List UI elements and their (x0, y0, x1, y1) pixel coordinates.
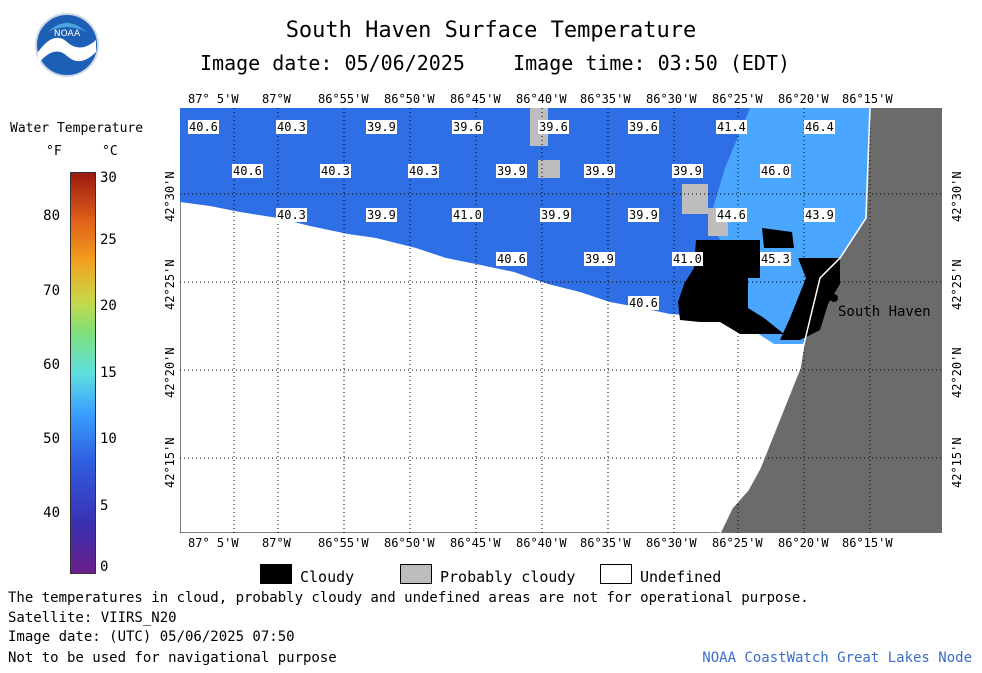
tick-f: 40 (43, 505, 60, 521)
temp-label: 39.9 (672, 164, 703, 178)
lat-label-right: 42°15'N (950, 437, 964, 488)
temp-label: 39.9 (540, 208, 571, 222)
credit-text: NOAA CoastWatch Great Lakes Node (702, 650, 972, 666)
temp-label: 39.6 (538, 120, 569, 134)
tick-c: 25 (100, 232, 117, 248)
temp-label: 39.9 (366, 120, 397, 134)
satellite-text: Satellite: VIIRS_N20 (8, 610, 177, 626)
land (720, 108, 942, 533)
image-time: Image time: 03:50 (EDT) (513, 51, 791, 75)
utc-date-text: Image date: (UTC) 05/06/2025 07:50 (8, 629, 295, 645)
image-date: Image date: 05/06/2025 (200, 51, 465, 75)
lon-label-bottom: 86°35'W (580, 536, 631, 550)
temp-label: 40.3 (276, 208, 307, 222)
lon-label-bottom: 87°W (262, 536, 291, 550)
disclaimer-text: The temperatures in cloud, probably clou… (8, 590, 809, 606)
lon-label-top: 86°15'W (842, 92, 893, 106)
tick-c: 20 (100, 298, 117, 314)
probably-cloudy-swatch (400, 564, 432, 584)
page-title: South Haven Surface Temperature (285, 18, 697, 43)
temp-label: 39.9 (366, 208, 397, 222)
lon-label-bottom: 86°40'W (516, 536, 567, 550)
lon-label-bottom: 86°50'W (384, 536, 435, 550)
lat-label-left: 42°30'N (163, 171, 177, 222)
tick-c: 15 (100, 365, 117, 381)
cloudy-swatch (260, 564, 292, 584)
temp-label: 40.6 (628, 296, 659, 310)
temperature-colorbar (70, 172, 96, 574)
lon-label-bottom: 86°55'W (318, 536, 369, 550)
logo-text: NOAA (54, 29, 81, 39)
image-date-time: Image date: 05/06/2025 Image time: 03:50… (200, 51, 790, 75)
tick-f: 80 (43, 208, 60, 224)
temp-label: 40.6 (188, 120, 219, 134)
lat-label-left: 42°25'N (163, 259, 177, 310)
temp-label: 40.3 (408, 164, 439, 178)
tick-f: 70 (43, 283, 60, 299)
tick-c: 5 (100, 498, 109, 514)
temp-label: 39.9 (584, 164, 615, 178)
lat-label-right: 42°30'N (950, 171, 964, 222)
lon-label-top: 86°45'W (450, 92, 501, 106)
lon-label-top: 86°30'W (646, 92, 697, 106)
lon-label-bottom: 86°45'W (450, 536, 501, 550)
lon-label-top: 86°20'W (778, 92, 829, 106)
cloudy-areas (678, 228, 840, 340)
lat-label-left: 42°15'N (163, 437, 177, 488)
temp-label: 39.6 (628, 120, 659, 134)
lon-label-top: 86°25'W (712, 92, 763, 106)
navigation-warning: Not to be used for navigational purpose (8, 650, 337, 666)
tick-c: 10 (100, 431, 117, 447)
temp-label: 43.9 (804, 208, 835, 222)
temp-label: 39.9 (584, 252, 615, 266)
temp-label: 40.6 (496, 252, 527, 266)
lat-label-right: 42°20'N (950, 347, 964, 398)
tick-f: 50 (43, 431, 60, 447)
temp-label: 41.0 (452, 208, 483, 222)
undefined-swatch (600, 564, 632, 584)
temp-label: 46.0 (760, 164, 791, 178)
city-marker (830, 294, 838, 302)
grid-lines (180, 108, 942, 533)
temp-label: 46.4 (804, 120, 835, 134)
lon-label-bottom: 86°20'W (778, 536, 829, 550)
legend-title: Water Temperature (10, 121, 144, 136)
probably-cloudy-label: Probably cloudy (440, 568, 576, 586)
cloudy-label: Cloudy (300, 568, 355, 586)
unit-celsius: °C (102, 144, 118, 159)
lon-label-top: 86°50'W (384, 92, 435, 106)
lon-label-bottom: 86°30'W (646, 536, 697, 550)
lon-label-top: 87°W (262, 92, 291, 106)
noaa-logo: NOAA (34, 12, 100, 78)
temp-label: 39.9 (628, 208, 659, 222)
lon-label-top: 86°55'W (318, 92, 369, 106)
lat-label-left: 42°20'N (163, 347, 177, 398)
unit-fahrenheit: °F (46, 144, 62, 159)
shoreline (719, 108, 871, 533)
lon-label-bottom: 87° 5'W (188, 536, 239, 550)
city-label: South Haven (838, 304, 931, 320)
lon-label-top: 86°40'W (516, 92, 567, 106)
temp-label: 41.4 (716, 120, 747, 134)
undefined-label: Undefined (640, 568, 722, 586)
tick-c: 30 (100, 170, 117, 186)
nearshore-water (710, 108, 870, 344)
temp-label: 39.9 (496, 164, 527, 178)
lon-label-top: 86°35'W (580, 92, 631, 106)
lon-label-top: 87° 5'W (188, 92, 239, 106)
temp-label: 45.3 (760, 252, 791, 266)
temp-label: 40.3 (276, 120, 307, 134)
temp-label: 40.3 (320, 164, 351, 178)
temp-label: 41.0 (672, 252, 703, 266)
lat-label-right: 42°25'N (950, 259, 964, 310)
temp-label: 44.6 (716, 208, 747, 222)
tick-c: 0 (100, 559, 109, 575)
lon-label-bottom: 86°15'W (842, 536, 893, 550)
temp-label: 40.6 (232, 164, 263, 178)
tick-f: 60 (43, 357, 60, 373)
lon-label-bottom: 86°25'W (712, 536, 763, 550)
temperature-map: South Haven 40.6 40.3 39.9 39.6 39.6 39.… (180, 108, 942, 533)
temp-label: 39.6 (452, 120, 483, 134)
